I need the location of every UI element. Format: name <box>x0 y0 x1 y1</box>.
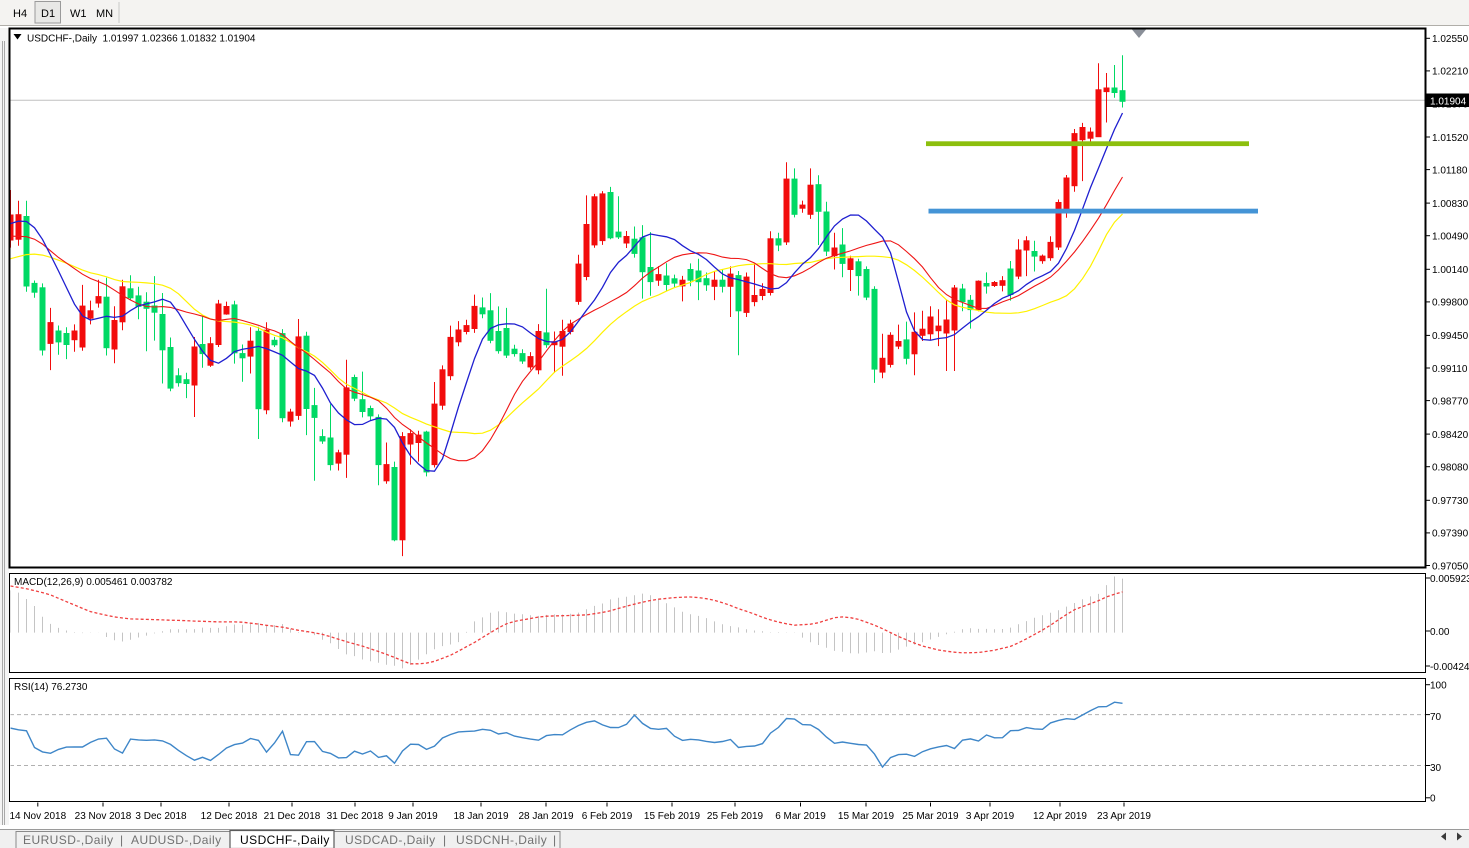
svg-text:USDCNH-,Daily: USDCNH-,Daily <box>456 833 547 847</box>
svg-text:0: 0 <box>1430 794 1436 805</box>
svg-text:12 Dec 2018: 12 Dec 2018 <box>201 811 258 822</box>
svg-text:D1: D1 <box>41 8 55 20</box>
svg-text:70: 70 <box>1430 712 1442 723</box>
svg-text:3 Apr 2019: 3 Apr 2019 <box>966 811 1015 822</box>
svg-text:0.99450: 0.99450 <box>1432 331 1469 342</box>
svg-text:W1: W1 <box>70 8 87 20</box>
svg-text:6 Mar 2019: 6 Mar 2019 <box>775 811 826 822</box>
svg-text:25 Feb 2019: 25 Feb 2019 <box>707 811 764 822</box>
svg-text:3 Dec 2018: 3 Dec 2018 <box>135 811 187 822</box>
svg-text:USDCAD-,Daily: USDCAD-,Daily <box>345 833 436 847</box>
svg-text:0.97050: 0.97050 <box>1432 561 1469 572</box>
svg-text:100: 100 <box>1430 681 1447 692</box>
svg-text:1.00490: 1.00490 <box>1432 232 1469 243</box>
svg-text:|: | <box>120 833 124 847</box>
svg-text:21 Dec 2018: 21 Dec 2018 <box>264 811 321 822</box>
svg-text:15 Mar 2019: 15 Mar 2019 <box>838 811 895 822</box>
svg-text:15 Feb 2019: 15 Feb 2019 <box>644 811 701 822</box>
svg-text:31 Dec 2018: 31 Dec 2018 <box>327 811 384 822</box>
svg-text:0.99800: 0.99800 <box>1432 298 1469 309</box>
svg-text:|: | <box>443 833 447 847</box>
svg-text:USDCHF-,Daily: USDCHF-,Daily <box>240 833 330 847</box>
svg-text:0.97730: 0.97730 <box>1432 496 1469 507</box>
svg-text:RSI(14) 76.2730: RSI(14) 76.2730 <box>14 682 88 693</box>
svg-text:1.02550: 1.02550 <box>1432 34 1469 45</box>
svg-text:0.99110: 0.99110 <box>1432 364 1468 375</box>
svg-text:9 Jan 2019: 9 Jan 2019 <box>388 811 438 822</box>
svg-text:25 Mar 2019: 25 Mar 2019 <box>902 811 959 822</box>
svg-text:14 Nov 2018: 14 Nov 2018 <box>9 811 66 822</box>
svg-text:12 Apr 2019: 12 Apr 2019 <box>1033 811 1087 822</box>
svg-text:1.00830: 1.00830 <box>1432 199 1469 210</box>
svg-text:0.98420: 0.98420 <box>1432 430 1469 441</box>
svg-text:USDCHF-,Daily 1.01997 1.02366: USDCHF-,Daily 1.01997 1.02366 1.01832 1.… <box>27 34 256 45</box>
svg-text:0.98770: 0.98770 <box>1432 396 1469 407</box>
svg-text:0.005923: 0.005923 <box>1430 574 1469 585</box>
svg-text:18 Jan 2019: 18 Jan 2019 <box>453 811 508 822</box>
svg-text:MN: MN <box>96 8 113 20</box>
svg-text:1.00140: 1.00140 <box>1432 265 1469 276</box>
svg-text:|: | <box>553 833 557 847</box>
svg-text:1.01180: 1.01180 <box>1432 165 1468 176</box>
svg-text:1.01520: 1.01520 <box>1432 133 1469 144</box>
svg-text:MACD(12,26,9) 0.005461 0.00378: MACD(12,26,9) 0.005461 0.003782 <box>14 577 173 588</box>
svg-text:23 Apr 2019: 23 Apr 2019 <box>1097 811 1151 822</box>
svg-text:AUDUSD-,Daily: AUDUSD-,Daily <box>131 833 222 847</box>
svg-text:EURUSD-,Daily: EURUSD-,Daily <box>23 833 114 847</box>
svg-text:0.97390: 0.97390 <box>1432 529 1469 540</box>
svg-text:H4: H4 <box>13 8 27 20</box>
svg-text:1.01904: 1.01904 <box>1430 96 1467 107</box>
svg-text:0.00: 0.00 <box>1430 627 1450 638</box>
svg-text:28 Jan 2019: 28 Jan 2019 <box>518 811 573 822</box>
svg-text:30: 30 <box>1430 763 1442 774</box>
svg-text:0.98080: 0.98080 <box>1432 463 1469 474</box>
svg-text:1.02210: 1.02210 <box>1432 67 1469 78</box>
svg-text:23 Nov 2018: 23 Nov 2018 <box>75 811 132 822</box>
svg-text:6 Feb 2019: 6 Feb 2019 <box>582 811 633 822</box>
